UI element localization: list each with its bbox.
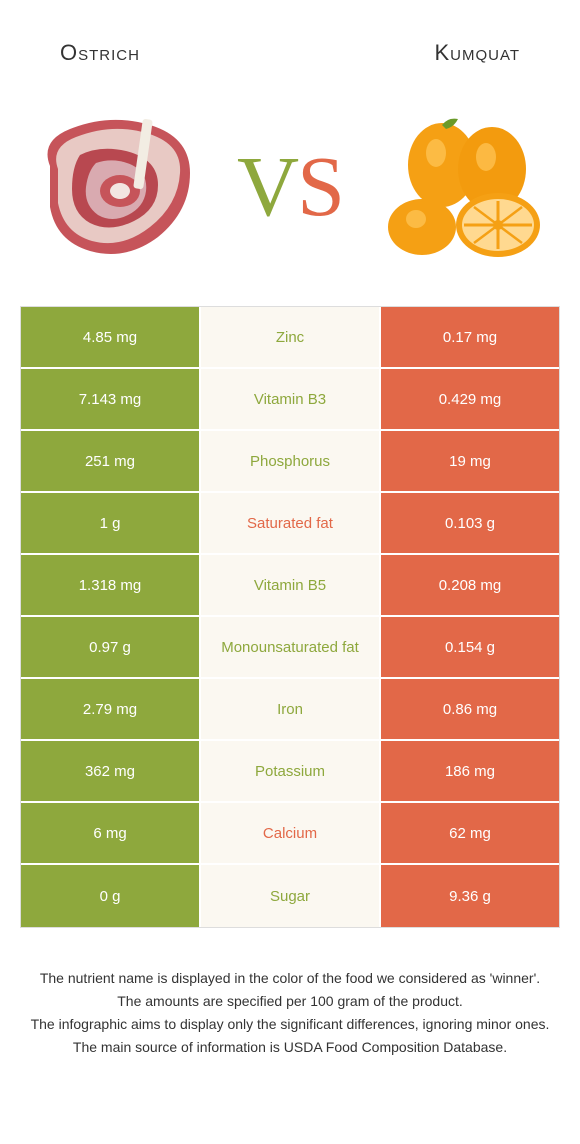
left-value: 7.143 mg: [21, 369, 201, 429]
nutrient-name: Iron: [201, 679, 379, 739]
left-value: 362 mg: [21, 741, 201, 801]
right-value: 62 mg: [379, 803, 559, 863]
right-value: 19 mg: [379, 431, 559, 491]
table-row: 6 mgCalcium62 mg: [21, 803, 559, 865]
nutrient-name: Saturated fat: [201, 493, 379, 553]
right-value: 9.36 g: [379, 865, 559, 927]
left-value: 1.318 mg: [21, 555, 201, 615]
table-row: 7.143 mgVitamin B30.429 mg: [21, 369, 559, 431]
steak-icon: [30, 111, 200, 261]
hero-row: VS: [0, 86, 580, 306]
left-value: 251 mg: [21, 431, 201, 491]
right-food-title: Kumquat: [434, 40, 520, 66]
nutrient-name: Sugar: [201, 865, 379, 927]
nutrient-name: Vitamin B3: [201, 369, 379, 429]
table-row: 1.318 mgVitamin B50.208 mg: [21, 555, 559, 617]
footer-notes: The nutrient name is displayed in the co…: [0, 928, 580, 1080]
table-row: 362 mgPotassium186 mg: [21, 741, 559, 803]
footer-line-3: The infographic aims to display only the…: [30, 1014, 550, 1035]
vs-s: S: [297, 138, 343, 234]
nutrient-name: Calcium: [201, 803, 379, 863]
table-row: 4.85 mgZinc0.17 mg: [21, 307, 559, 369]
nutrient-table: 4.85 mgZinc0.17 mg7.143 mgVitamin B30.42…: [20, 306, 560, 928]
table-row: 1 gSaturated fat0.103 g: [21, 493, 559, 555]
table-row: 0.97 gMonounsaturated fat0.154 g: [21, 617, 559, 679]
vs-v: V: [237, 138, 297, 234]
left-value: 4.85 mg: [21, 307, 201, 367]
nutrient-name: Phosphorus: [201, 431, 379, 491]
right-value: 0.103 g: [379, 493, 559, 553]
right-food-image: [380, 101, 550, 271]
left-food-title: Ostrich: [60, 40, 140, 66]
nutrient-name: Potassium: [201, 741, 379, 801]
left-value: 0.97 g: [21, 617, 201, 677]
vs-label: VS: [237, 136, 343, 236]
kumquat-icon: [380, 111, 550, 261]
right-value: 0.208 mg: [379, 555, 559, 615]
right-value: 0.429 mg: [379, 369, 559, 429]
left-food-image: [30, 101, 200, 271]
left-value: 0 g: [21, 865, 201, 927]
footer-line-4: The main source of information is USDA F…: [30, 1037, 550, 1058]
left-value: 2.79 mg: [21, 679, 201, 739]
table-row: 2.79 mgIron0.86 mg: [21, 679, 559, 741]
footer-line-2: The amounts are specified per 100 gram o…: [30, 991, 550, 1012]
nutrient-name: Vitamin B5: [201, 555, 379, 615]
left-value: 1 g: [21, 493, 201, 553]
right-value: 186 mg: [379, 741, 559, 801]
table-row: 0 gSugar9.36 g: [21, 865, 559, 927]
nutrient-name: Zinc: [201, 307, 379, 367]
right-value: 0.17 mg: [379, 307, 559, 367]
header: Ostrich Kumquat: [0, 0, 580, 86]
right-value: 0.154 g: [379, 617, 559, 677]
footer-line-1: The nutrient name is displayed in the co…: [30, 968, 550, 989]
left-value: 6 mg: [21, 803, 201, 863]
nutrient-name: Monounsaturated fat: [201, 617, 379, 677]
right-value: 0.86 mg: [379, 679, 559, 739]
table-row: 251 mgPhosphorus19 mg: [21, 431, 559, 493]
